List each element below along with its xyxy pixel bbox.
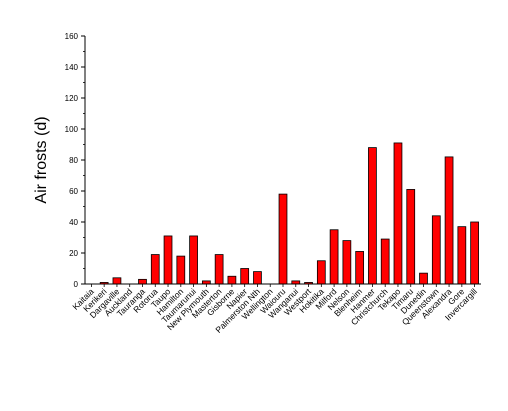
bar-milford <box>329 229 339 285</box>
bar-blenheim <box>355 251 365 285</box>
y-tick-label: 20 <box>69 249 78 258</box>
y-tick-label: 100 <box>65 125 79 134</box>
bar-dargaville <box>112 277 122 285</box>
bar-hanmer <box>368 147 377 285</box>
bar-hokitika <box>316 260 326 285</box>
y-tick-label: 160 <box>65 32 79 41</box>
bar-rotorua <box>150 254 160 285</box>
bars-group <box>99 142 479 285</box>
bar-hamilton <box>176 255 186 285</box>
bar-napier <box>240 268 250 285</box>
y-tick-label: 60 <box>69 187 78 196</box>
y-tick-label: 120 <box>65 94 79 103</box>
bar-alexandra <box>444 156 454 285</box>
bar-dunedin <box>419 272 428 285</box>
bar-taumarunui <box>189 235 198 285</box>
y-tick-label: 80 <box>69 156 78 165</box>
y-tick-label: 140 <box>65 63 79 72</box>
bar-tekapo <box>393 142 403 285</box>
bar-taupo <box>163 235 173 285</box>
bar-gore <box>457 226 467 285</box>
y-axis: 0 20 40 60 80 100 120 140 160 <box>65 32 86 289</box>
bar-christchurch <box>380 238 390 285</box>
y-tick-label: 0 <box>74 280 79 289</box>
bar-waiouru <box>278 193 288 285</box>
x-axis: KaitaiaKerikeriDargavilleAucklandTaurang… <box>70 283 481 335</box>
bar-tauranga <box>138 278 147 285</box>
bar-timaru <box>406 189 416 285</box>
bar-queenstown <box>431 215 441 285</box>
bar-masterton <box>214 254 224 285</box>
y-axis-title: Air frosts (d) <box>33 116 50 203</box>
bar-gisborne <box>227 275 237 285</box>
y-tick-label: 40 <box>69 218 78 227</box>
bar-invercargill <box>470 221 479 285</box>
bar-nelson <box>342 240 352 285</box>
bar-palmerston-nth <box>253 271 262 285</box>
